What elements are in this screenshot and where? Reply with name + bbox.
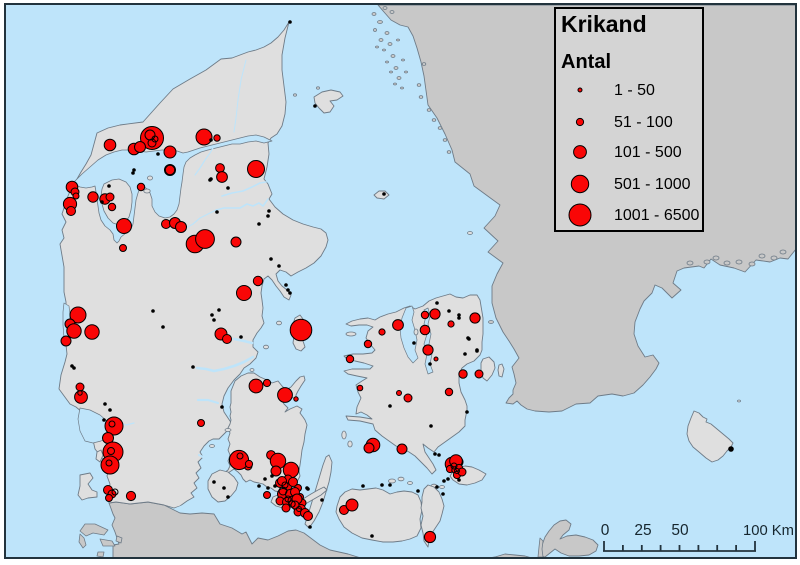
svg-text:25: 25 [634, 522, 651, 539]
svg-text:101 - 500: 101 - 500 [614, 144, 682, 161]
svg-text:1 - 50: 1 - 50 [614, 82, 655, 99]
svg-text:51 - 100: 51 - 100 [614, 114, 673, 131]
svg-text:100 Km: 100 Km [743, 523, 794, 539]
svg-text:50: 50 [671, 522, 689, 539]
svg-text:1001 - 6500: 1001 - 6500 [614, 207, 700, 224]
svg-text:Antal: Antal [561, 51, 611, 73]
svg-text:Krikand: Krikand [561, 11, 647, 37]
svg-text:0: 0 [601, 522, 610, 539]
svg-text:501 - 1000: 501 - 1000 [614, 176, 691, 193]
